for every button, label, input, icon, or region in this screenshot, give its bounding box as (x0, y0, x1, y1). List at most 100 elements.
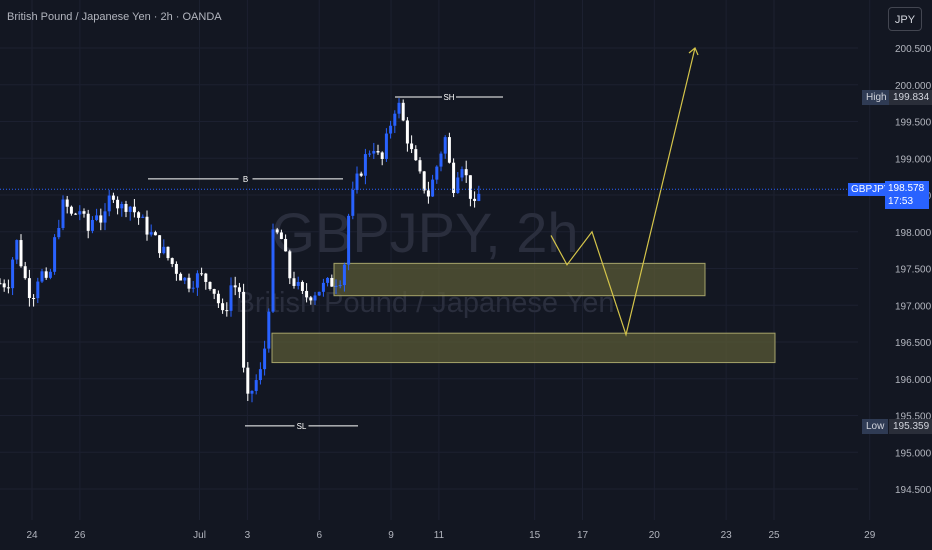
candle-body (363, 154, 367, 176)
time-axis[interactable]: 24 26 Jul 3 6 9 11 15 17 20 23 25 29 (26, 530, 875, 541)
time-tick-label: 24 (26, 530, 38, 541)
candle-body (372, 151, 376, 154)
candle-body (389, 125, 393, 134)
level-label-bg (294, 420, 309, 431)
candle-body (384, 133, 388, 159)
candle-body (334, 285, 338, 287)
candle-body (82, 211, 86, 214)
time-tick-label: 20 (649, 530, 661, 541)
candle-body (61, 199, 65, 228)
candle-body (78, 211, 82, 215)
candle-body (452, 162, 456, 194)
candle-body (149, 232, 153, 235)
price-tick-label: 196.500 (895, 338, 932, 349)
candle-body (460, 169, 464, 178)
time-tick-label: 11 (434, 530, 445, 541)
candle-body (99, 215, 103, 223)
currency-button[interactable]: JPY (888, 7, 922, 31)
projection-arrowhead (688, 47, 699, 56)
candle-body (65, 199, 69, 207)
candle-body (279, 232, 283, 239)
candle-body (183, 277, 187, 281)
candle-body (435, 166, 439, 180)
candle-body (86, 213, 90, 231)
candle-body (229, 285, 233, 311)
candle-body (174, 263, 178, 274)
candle-body (267, 311, 271, 349)
candle-body (456, 177, 460, 194)
candle-body (414, 149, 418, 161)
chart-title: British Pound / Japanese Yen · 2h · OAND… (7, 11, 222, 23)
level-label: SL (297, 422, 307, 431)
candle-body (326, 277, 330, 283)
candle-body (439, 153, 443, 167)
candle-body (36, 281, 40, 299)
time-tick-label: 29 (864, 530, 876, 541)
candle-body (246, 367, 250, 394)
time-tick-label: 25 (768, 530, 780, 541)
zones (271, 262, 776, 364)
candle-body (204, 273, 208, 282)
price-tick-label: 195.000 (895, 448, 932, 459)
projection-line (550, 47, 696, 337)
candle-body (57, 227, 61, 238)
candle-body (468, 175, 472, 199)
candle-body (393, 113, 397, 126)
candle-body (191, 287, 195, 289)
candle-body (233, 285, 237, 288)
projection-path (550, 47, 699, 337)
last-price-value: 198.578 (888, 183, 925, 194)
time-tick-label: 15 (529, 530, 541, 541)
candle-body (95, 215, 99, 220)
time-tick-label: 26 (74, 530, 86, 541)
candle-body (368, 153, 372, 155)
candle-body (250, 390, 254, 394)
demand-zone (271, 332, 776, 364)
candle-body (69, 206, 73, 214)
candle-body (212, 289, 216, 294)
levels: SH B SL (148, 91, 503, 431)
candle-body (422, 171, 426, 191)
candle-body (141, 216, 145, 218)
price-tick-label: 198.000 (895, 228, 932, 239)
candle-body (242, 291, 246, 368)
candle-body (313, 295, 317, 301)
symbol-tag: GBPJPY (848, 183, 894, 196)
candle-body (103, 211, 107, 223)
candle-body (397, 102, 401, 114)
candle-body (321, 282, 325, 292)
level-label-bg (442, 91, 456, 102)
candle-body (342, 264, 346, 286)
candle-body (447, 137, 451, 163)
candle-body (2, 283, 6, 288)
last-price-tag: 198.578 17:53 (885, 181, 929, 209)
candle-body (32, 297, 36, 299)
candle-body (132, 206, 136, 213)
candle-body (200, 273, 204, 275)
candle-body (418, 160, 422, 172)
candle-body (225, 310, 229, 312)
candle-body (27, 278, 31, 298)
low-label-badge: Low (862, 419, 889, 434)
candle-body (124, 203, 128, 212)
candle-body (40, 271, 44, 282)
low-value-badge: 195.359 (889, 419, 932, 434)
candle-body (15, 240, 19, 260)
candle-body (254, 380, 258, 391)
candle-body (401, 102, 405, 121)
candle-body (351, 189, 355, 216)
candle-body (288, 251, 292, 279)
high-label-badge: High (862, 90, 891, 105)
time-tick-label: 3 (245, 530, 251, 541)
high-value-badge: 199.834 (889, 90, 932, 105)
candle-body (120, 203, 124, 209)
candle-body (330, 277, 334, 287)
candle-body (305, 290, 309, 298)
candle-body (284, 238, 288, 252)
candle-body (263, 348, 267, 370)
time-tick-label: 9 (388, 530, 394, 541)
candle-body (216, 293, 220, 304)
candle-body (405, 120, 409, 144)
candle-body (271, 229, 275, 312)
